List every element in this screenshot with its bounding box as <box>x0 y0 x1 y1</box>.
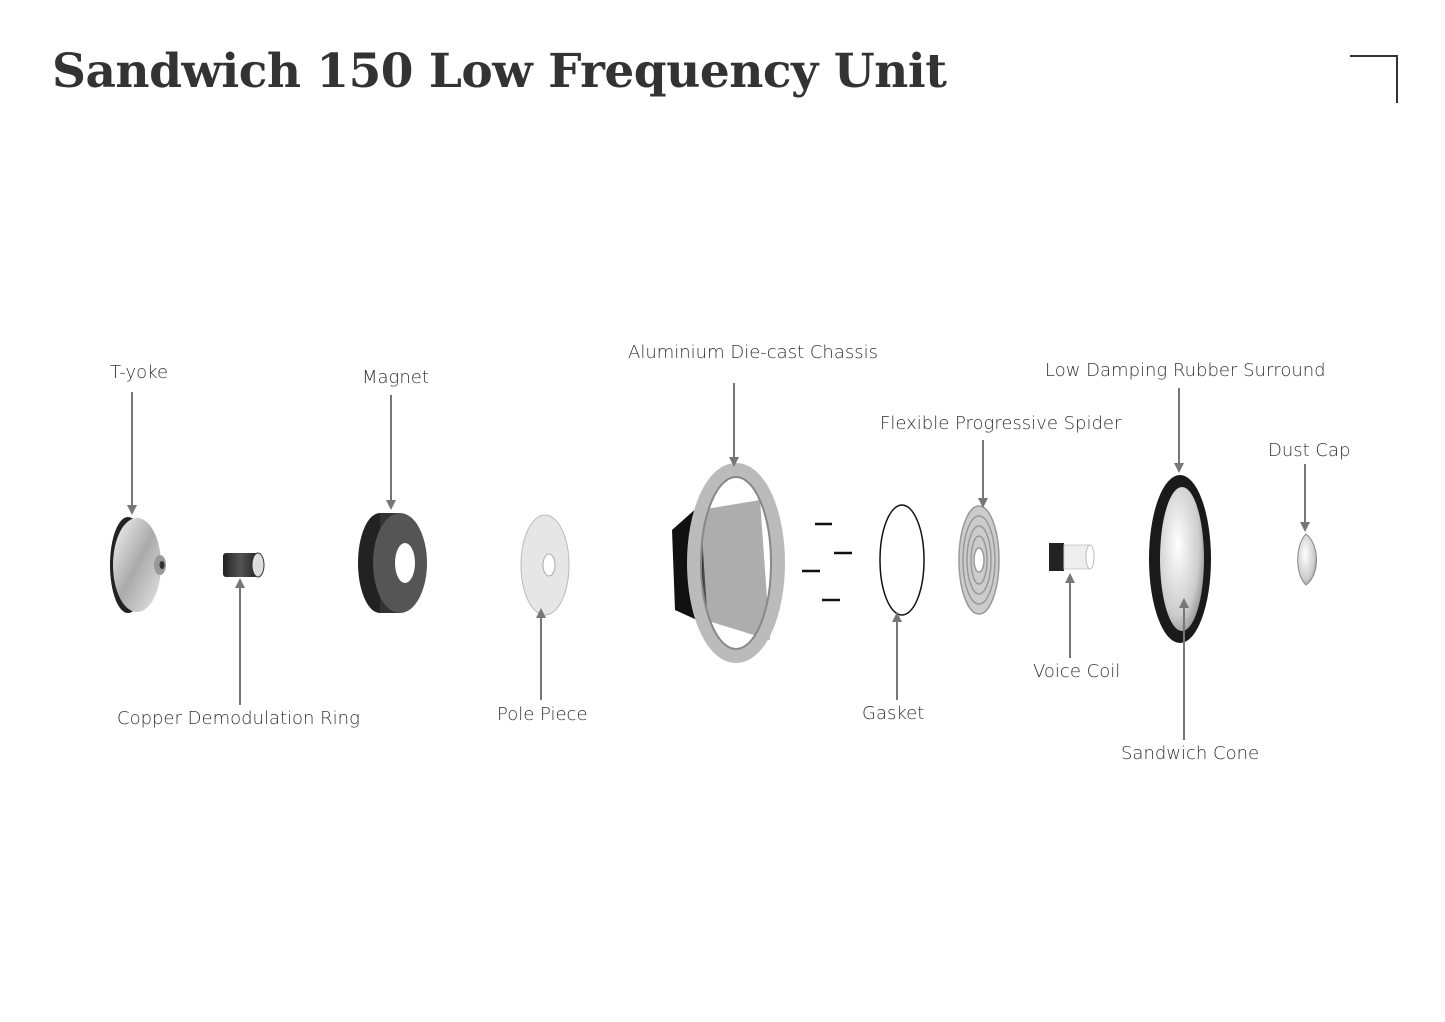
label-copper-ring: Copper Demodulation Ring <box>117 708 360 729</box>
label-pole-piece: Pole Piece <box>497 704 588 725</box>
dust-cap-part <box>1297 533 1317 586</box>
label-sandwich-cone: Sandwich Cone <box>1121 743 1260 764</box>
magnet-part <box>358 513 427 613</box>
voice-coil-part <box>1049 543 1095 571</box>
gasket-part <box>879 504 925 616</box>
spider-part <box>958 505 1000 615</box>
page-title: Sandwich 150 Low Frequency Unit <box>52 44 947 99</box>
label-voice-coil: Voice Coil <box>1033 661 1121 682</box>
label-spider: Flexible Progressive Spider <box>880 413 1122 434</box>
t-yoke-part <box>110 517 166 613</box>
surround-cone-part <box>1149 475 1211 643</box>
label-chassis: Aluminium Die-cast Chassis <box>628 342 878 363</box>
label-surround: Low Damping Rubber Surround <box>1045 360 1326 381</box>
corner-bracket <box>1350 55 1398 103</box>
leader-arrows <box>127 383 1310 740</box>
pole-piece-part <box>520 514 570 616</box>
label-dust-cap: Dust Cap <box>1268 440 1351 461</box>
label-gasket: Gasket <box>862 703 925 724</box>
chassis-part <box>672 463 785 663</box>
label-magnet: Magnet <box>362 367 429 388</box>
label-t-yoke: T-yoke <box>110 362 169 383</box>
copper-ring-part <box>223 552 265 578</box>
screws-part <box>802 522 852 602</box>
